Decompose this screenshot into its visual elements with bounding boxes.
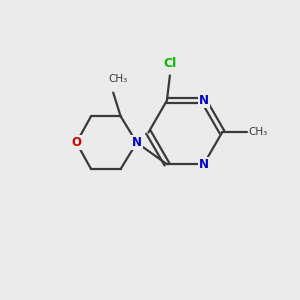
Text: CH₃: CH₃ — [249, 127, 268, 137]
Text: N: N — [199, 94, 209, 107]
Text: O: O — [71, 136, 81, 149]
Text: CH₃: CH₃ — [108, 74, 127, 84]
Text: Cl: Cl — [163, 57, 176, 70]
Text: N: N — [132, 136, 142, 149]
Text: N: N — [199, 158, 209, 171]
